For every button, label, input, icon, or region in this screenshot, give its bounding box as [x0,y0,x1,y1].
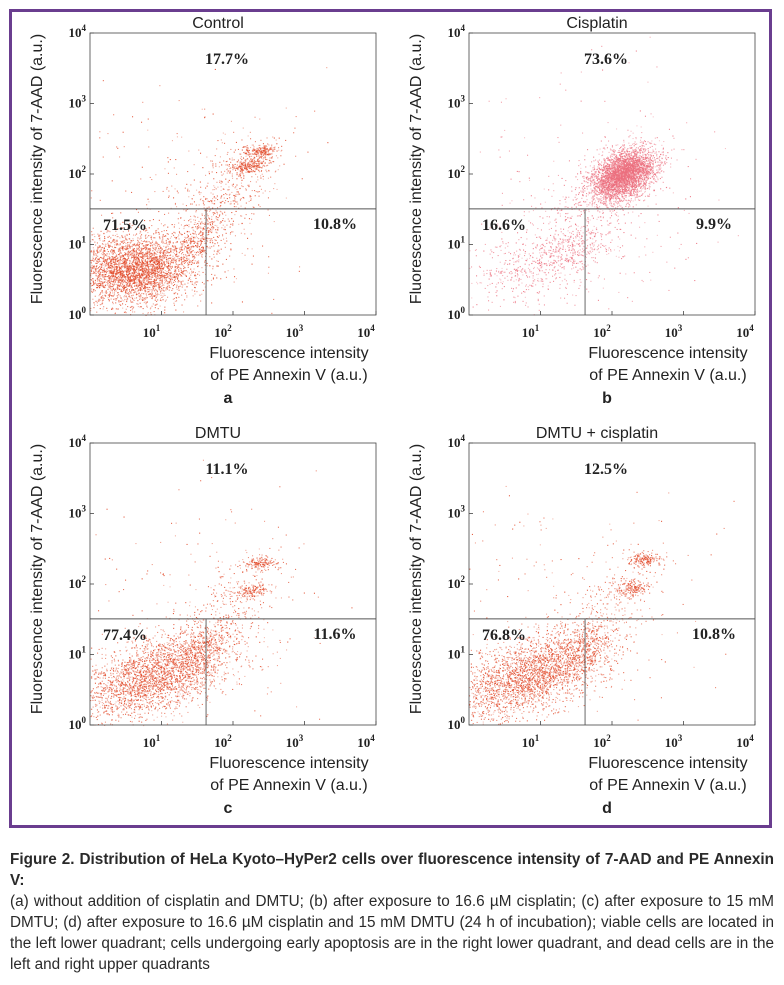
panel-letter: a [224,390,233,407]
panel-c: 101 102 103 104 100 101 102 103 104 DMTU Fluoresce… [29,425,377,817]
quadrant-label-lower-left: 77.4% [103,627,147,644]
x-tick-label: 104 [736,323,754,340]
caption-body: (a) without addition of cisplatin and DM… [10,893,774,973]
x-tick-label: 102 [214,323,232,340]
y-tick-label: 103 [69,94,87,111]
panel-title: Control [192,15,244,32]
x-axis-label-line1: Fluorescence intensity [588,755,747,772]
panel-letter: b [602,390,612,407]
y-tick-label: 100 [69,715,87,732]
x-axis-label-line2: of PE Annexin V (a.u.) [210,777,367,794]
x-axis-label-line2: of PE Annexin V (a.u.) [210,367,367,384]
x-tick-label: 104 [357,323,375,340]
quadrant-label-lower-right: 9.9% [696,216,732,233]
y-tick-label: 102 [448,164,466,181]
y-tick-label: 102 [69,574,87,591]
quadrant-label-upper: 12.5% [584,461,628,478]
panel-title: Cisplatin [566,15,627,32]
y-tick-label: 100 [448,715,466,732]
x-tick-label: 101 [143,733,161,750]
y-tick-label: 103 [448,94,466,111]
y-tick-label: 104 [448,433,466,450]
x-axis-label-line1: Fluorescence intensity [209,755,368,772]
y-tick-label: 104 [69,433,87,450]
panel-title: DMTU [195,425,241,442]
y-tick-label: 103 [69,504,87,521]
y-tick-label: 101 [448,645,466,662]
caption-title: Figure 2. Distribution of HeLa Kyoto–HyP… [10,851,774,889]
x-tick-label: 101 [143,323,161,340]
scatter-points [90,67,329,316]
quadrant-label-lower-left: 71.5% [103,217,147,234]
quadrant-label-upper: 11.1% [205,461,248,478]
quadrant-label-upper: 73.6% [584,51,628,68]
x-tick-label: 101 [522,323,540,340]
y-tick-label: 104 [448,23,466,40]
x-axis-label-line2: of PE Annexin V (a.u.) [589,777,746,794]
quadrant-label-lower-right: 11.6% [313,626,356,643]
y-axis-label: Fluorescence intensity of 7-AAD (a.u.) [29,444,46,714]
quadrant-label-upper: 17.7% [205,51,249,68]
plot-area [468,442,756,726]
panel-d: 101 102 103 104 100 101 102 103 104 DMTU + cispla… [408,425,756,817]
x-tick-label: 102 [214,733,232,750]
y-tick-label: 102 [448,574,466,591]
y-tick-label: 101 [69,235,87,252]
y-tick-label: 101 [69,645,87,662]
figure-canvas: 101 102 103 104 100 101 102 103 104 Control Fluore… [29,15,756,817]
x-tick-label: 103 [665,733,683,750]
quadrant-label-lower-left: 16.6% [482,217,526,234]
panel-b: 101 102 103 104 100 101 102 103 104 Cisplatin Fluo… [408,15,756,407]
x-tick-label: 103 [286,323,304,340]
y-axis-label: Fluorescence intensity of 7-AAD (a.u.) [408,34,425,304]
x-axis-label-line2: of PE Annexin V (a.u.) [589,367,746,384]
scatter-points [469,485,735,725]
panel-letter: c [224,800,233,817]
x-tick-label: 102 [593,733,611,750]
quadrant-label-lower-right: 10.8% [692,626,736,643]
x-tick-label: 103 [665,323,683,340]
y-tick-label: 103 [448,504,466,521]
y-axis-label: Fluorescence intensity of 7-AAD (a.u.) [29,34,46,304]
x-axis-label-line1: Fluorescence intensity [588,345,747,362]
panel-a: 101 102 103 104 100 101 102 103 104 Control Fluore… [29,15,377,407]
x-tick-label: 102 [593,323,611,340]
x-axis-label-line1: Fluorescence intensity [209,345,368,362]
panel-letter: d [602,800,612,817]
quadrant-label-lower-right: 10.8% [313,216,357,233]
figure-caption: Figure 2. Distribution of HeLa Kyoto–HyP… [10,849,774,975]
x-tick-label: 103 [286,733,304,750]
scatter-points [469,36,739,316]
y-tick-label: 104 [69,23,87,40]
y-tick-label: 101 [448,235,466,252]
y-tick-label: 102 [69,164,87,181]
scatter-points [90,459,353,727]
y-tick-label: 100 [69,305,87,322]
quadrant-label-lower-left: 76.8% [482,627,526,644]
figure-frame [9,9,772,828]
x-tick-label: 101 [522,733,540,750]
y-axis-label: Fluorescence intensity of 7-AAD (a.u.) [408,444,425,714]
y-tick-label: 100 [448,305,466,322]
x-tick-label: 104 [357,733,375,750]
x-tick-label: 104 [736,733,754,750]
panel-title: DMTU + cisplatin [536,425,658,442]
